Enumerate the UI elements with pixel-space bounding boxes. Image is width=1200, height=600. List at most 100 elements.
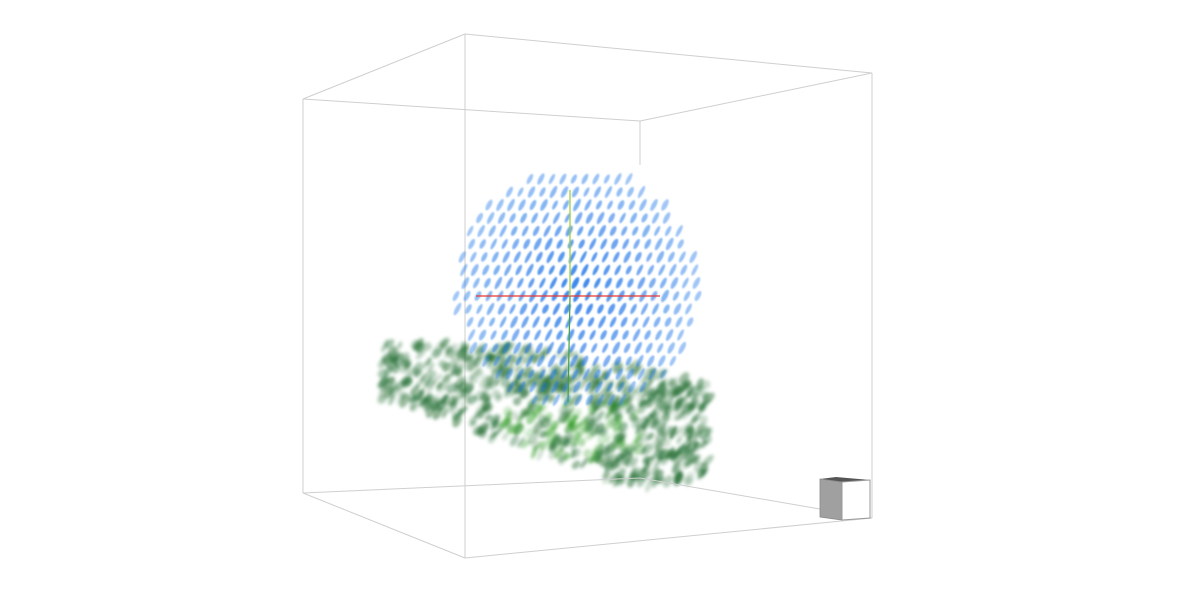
blue-voxel: [596, 211, 605, 225]
green-voxel: [472, 426, 483, 436]
blue-voxel: [652, 303, 659, 315]
blue-voxel: [601, 251, 609, 263]
blue-voxel: [470, 251, 477, 263]
green-voxel: [615, 453, 626, 470]
green-voxel: [524, 378, 535, 389]
blue-voxel: [658, 355, 666, 367]
blue-voxel: [537, 265, 545, 275]
green-voxel: [694, 385, 705, 399]
blue-voxel: [452, 290, 460, 302]
green-voxel: [463, 385, 474, 399]
blue-voxel: [488, 225, 496, 237]
green-voxel: [637, 400, 648, 414]
blue-voxel: [529, 199, 537, 211]
blue-voxel: [501, 239, 508, 249]
green-voxel: [678, 444, 688, 455]
blue-voxel: [607, 200, 613, 210]
blue-voxel: [569, 343, 576, 353]
green-voxel: [526, 350, 537, 360]
green-voxel: [589, 423, 599, 437]
blue-voxel: [481, 252, 488, 262]
blue-voxel: [574, 303, 583, 315]
blue-voxel: [594, 369, 601, 379]
blue-voxel: [573, 198, 581, 212]
green-voxel: [490, 362, 499, 372]
blue-voxel: [557, 342, 566, 354]
green-voxel: [654, 397, 661, 407]
blue-voxel: [591, 252, 598, 262]
orientation-cube-icon[interactable]: [816, 474, 872, 522]
blue-voxel: [542, 304, 549, 314]
blue-voxel: [479, 239, 486, 249]
green-voxel: [520, 389, 530, 399]
blue-voxel: [505, 368, 513, 380]
blue-voxel: [677, 329, 685, 341]
blue-voxel: [620, 316, 628, 328]
green-voxel: [519, 439, 529, 449]
blue-voxel: [615, 277, 623, 289]
blue-voxel: [574, 394, 582, 406]
blue-voxel: [570, 174, 577, 184]
blue-voxel: [673, 303, 682, 315]
blue-voxel: [526, 354, 534, 368]
blue-voxel: [667, 342, 675, 354]
blue-voxel: [603, 264, 611, 276]
axes: [476, 190, 660, 403]
green-voxel: [441, 394, 449, 404]
blue-voxel: [476, 212, 484, 224]
green-voxel: [590, 453, 598, 463]
blue-voxel: [562, 200, 570, 210]
green-voxel: [447, 349, 455, 359]
blue-voxel: [477, 224, 485, 238]
cube-front-face[interactable]: [841, 479, 871, 521]
blue-voxel: [490, 238, 497, 250]
blue-voxel: [573, 381, 581, 393]
green-voxel: [417, 388, 425, 401]
green-voxel: [543, 375, 551, 384]
blue-voxel: [659, 277, 667, 289]
cube-side-face[interactable]: [819, 478, 843, 521]
blue-voxel: [476, 303, 483, 315]
green-voxel: [681, 412, 689, 420]
green-voxel: [686, 426, 695, 441]
green-voxel: [538, 414, 547, 423]
blue-voxel: [648, 368, 656, 380]
blue-voxel: [642, 316, 650, 328]
blue-voxel: [614, 356, 622, 366]
green-voxel: [446, 382, 458, 394]
blue-voxel: [539, 187, 546, 197]
blue-voxel: [592, 264, 600, 276]
blue-voxel: [546, 250, 555, 264]
blue-voxel: [486, 302, 495, 316]
blue-voxel: [530, 303, 539, 315]
green-voxel: [628, 445, 639, 455]
blue-voxel: [548, 173, 556, 185]
blue-voxel: [632, 226, 639, 236]
blue-voxel: [675, 316, 683, 328]
blue-voxel: [612, 341, 621, 355]
green-voxel: [377, 376, 390, 389]
blue-voxel: [637, 368, 645, 380]
green-voxel: [674, 396, 684, 411]
blue-voxel: [542, 212, 549, 224]
green-voxel: [636, 423, 645, 433]
blue-voxel: [574, 212, 583, 224]
blue-voxel: [579, 342, 587, 354]
blue-voxel: [547, 354, 556, 368]
green-voxel: [670, 377, 679, 390]
green-voxel: [612, 421, 623, 432]
green-voxel: [436, 381, 446, 394]
blue-voxel: [642, 224, 651, 238]
blue-voxel: [655, 329, 662, 341]
green-voxel: [675, 471, 683, 480]
blue-voxel: [664, 317, 672, 327]
blue-voxel: [515, 356, 522, 366]
green-voxel: [545, 431, 558, 445]
green-voxel: [557, 410, 570, 424]
green-voxel: [551, 421, 558, 434]
green-voxel: [665, 404, 672, 416]
green-voxel: [501, 351, 510, 359]
blue-voxel: [491, 251, 499, 263]
